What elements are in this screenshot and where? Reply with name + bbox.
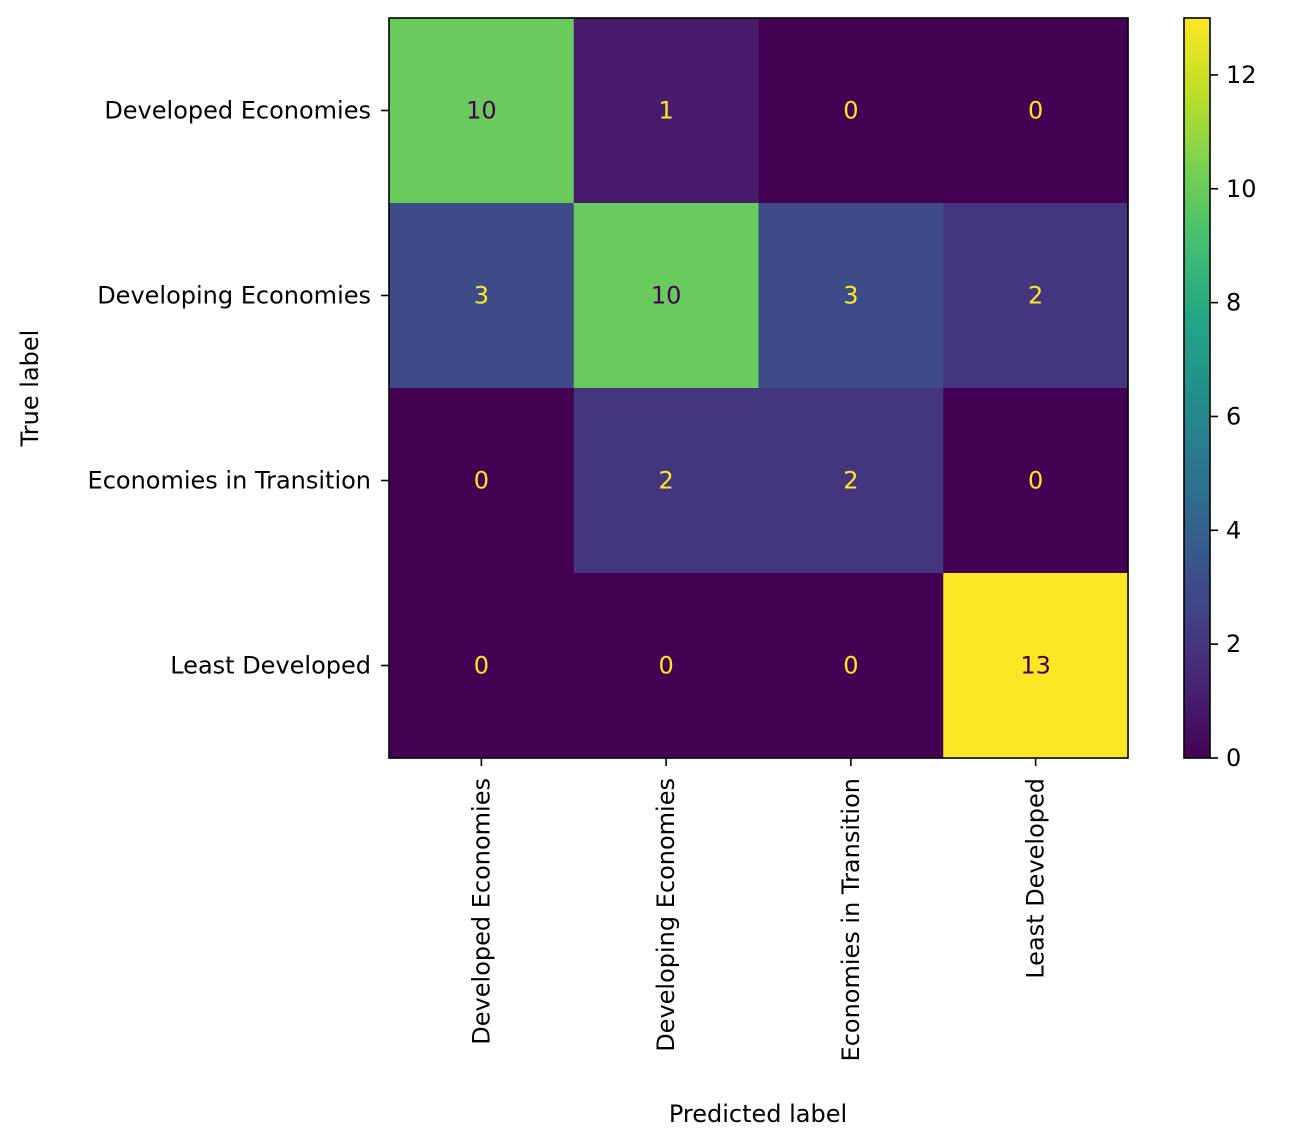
colorbar-tick-label: 2 (1226, 630, 1241, 658)
colorbar (1183, 17, 1211, 759)
cell-value-label: 3 (843, 282, 858, 310)
cell-value-label: 3 (474, 282, 489, 310)
heatmap-cell (943, 388, 1129, 574)
y-tick-label: Economies in Transition (88, 467, 371, 495)
colorbar-tick-label: 6 (1226, 402, 1241, 430)
x-tick-label: Developed Economies (467, 778, 495, 1045)
y-tick-label: Developing Economies (97, 282, 371, 310)
cell-value-label: 0 (1028, 97, 1043, 125)
x-axis-ticks: Developed Economies Developing Economies E… (467, 758, 1050, 1061)
cell-value-label: 0 (1028, 467, 1043, 495)
x-tick-label: Least Developed (1022, 778, 1050, 979)
cell-value-label: 0 (474, 467, 489, 495)
colorbar-tick-label: 4 (1226, 516, 1241, 544)
heatmap-cell (943, 203, 1129, 389)
heatmap-cell (389, 573, 575, 759)
heatmap-cell (758, 573, 944, 759)
y-axis-ticks: Developed Economies Developing Economies E… (88, 97, 389, 680)
heatmap-cell (573, 18, 760, 204)
heatmap-cell (943, 18, 1129, 204)
heatmap-cell (758, 18, 944, 204)
cell-value-label: 0 (843, 97, 858, 125)
cell-value-label: 0 (843, 652, 858, 680)
cell-value-label: 0 (474, 652, 489, 680)
cell-value-label: 2 (658, 467, 673, 495)
colorbar-tick-label: 10 (1226, 175, 1257, 203)
x-tick-label: Developing Economies (652, 778, 680, 1052)
cell-value-label: 2 (1028, 282, 1043, 310)
heatmap-cell (573, 573, 760, 759)
colorbar-tick-label: 8 (1226, 289, 1241, 317)
cell-value-label: 1 (658, 97, 673, 125)
heatmap-cell (573, 203, 760, 389)
x-tick-label: Economies in Transition (837, 778, 865, 1061)
cell-value-label: 0 (658, 652, 673, 680)
plot-frame (388, 17, 1129, 759)
colorbar-tick-label: 12 (1226, 61, 1257, 89)
y-tick-label: Least Developed (170, 652, 371, 680)
x-axis-label: Predicted label (669, 1100, 847, 1128)
y-tick-label: Developed Economies (104, 97, 371, 125)
colorbar-tick-label: 0 (1226, 744, 1241, 772)
heatmap-cell (389, 388, 575, 574)
heatmap-cell (389, 203, 575, 389)
heatmap-cell (389, 18, 575, 204)
y-axis-label: True label (16, 330, 44, 448)
heatmap-cell (758, 388, 944, 574)
cell-value-labels: 10 1 0 03 10 3 20 2 2 00 0 0 13 (466, 97, 1051, 680)
heatmap-cell (943, 573, 1129, 759)
colorbar-ticks: 0 2 4 6 8 10 12 (1210, 61, 1257, 772)
heatmap-cell (758, 203, 944, 389)
cell-value-label: 10 (466, 97, 497, 125)
cell-value-label: 10 (651, 282, 682, 310)
heatmap-cell (573, 388, 760, 574)
heatmap-cells (389, 18, 1129, 759)
cell-value-label: 13 (1020, 652, 1051, 680)
cell-value-label: 2 (843, 467, 858, 495)
